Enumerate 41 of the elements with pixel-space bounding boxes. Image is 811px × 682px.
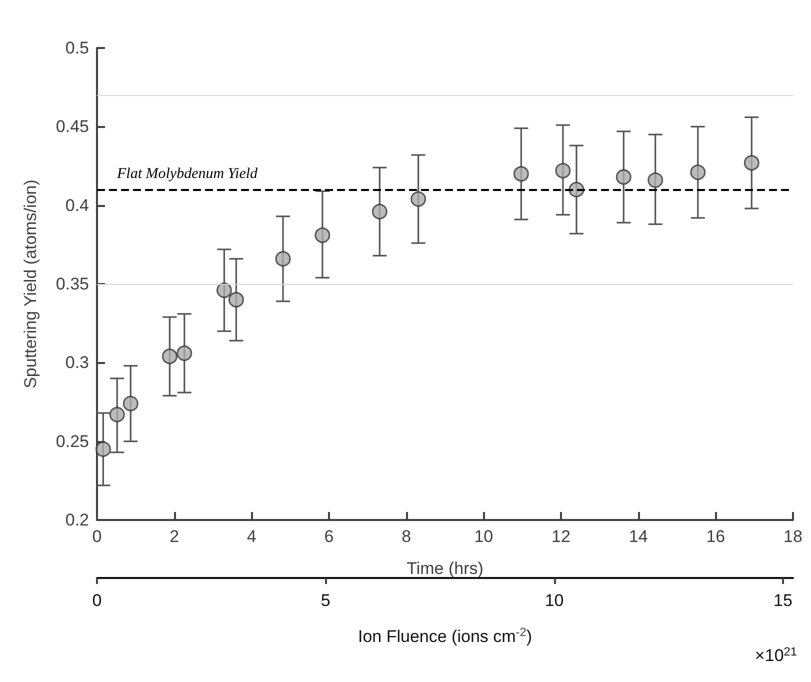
point (162, 348, 178, 364)
point (275, 251, 291, 267)
point (122, 396, 138, 412)
x2-tick-label: 10 (544, 591, 564, 610)
x-tick-label: 14 (628, 527, 648, 546)
x-tick-label: 16 (706, 527, 726, 546)
y-axis-title: Sputtering Yield (atoms/ion) (21, 180, 40, 388)
point (648, 172, 664, 188)
point (744, 155, 760, 171)
x2-tick-label: 5 (320, 591, 330, 610)
y-tick-label: 0.3 (65, 353, 89, 372)
y-tick-label: 0.5 (65, 38, 89, 58)
x-axis-title: Time (hrs) (406, 559, 484, 578)
x-tick-label: 12 (552, 527, 570, 546)
x-tick-label: 2 (170, 527, 180, 546)
point (95, 441, 111, 457)
x-tick-label: 6 (324, 527, 334, 546)
point (176, 345, 192, 361)
point (109, 406, 125, 422)
y-tick-label: 0.45 (56, 117, 89, 136)
point (228, 292, 244, 308)
point (555, 162, 571, 178)
y-tick-label: 0.4 (65, 196, 89, 215)
x2-tick-label: 15 (773, 591, 792, 610)
point (513, 166, 529, 182)
point (216, 282, 232, 298)
point (410, 191, 426, 207)
x-tick-label: 10 (474, 527, 494, 546)
x-tick-label: 0 (92, 527, 102, 546)
point (616, 169, 632, 185)
point (314, 227, 330, 243)
ref-line-label: Flat Molybdenum Yield (116, 166, 258, 182)
x-tick-label: 4 (246, 527, 256, 546)
x2-tick-label: 0 (92, 591, 102, 610)
point (372, 204, 388, 220)
point (690, 164, 706, 180)
y-tick-label: 0.2 (65, 510, 89, 530)
y-tick-label: 0.25 (56, 432, 89, 451)
y-tick-label: 0.35 (56, 274, 89, 294)
x-tick-label: 8 (402, 527, 412, 546)
x-tick-label: 18 (784, 527, 802, 546)
